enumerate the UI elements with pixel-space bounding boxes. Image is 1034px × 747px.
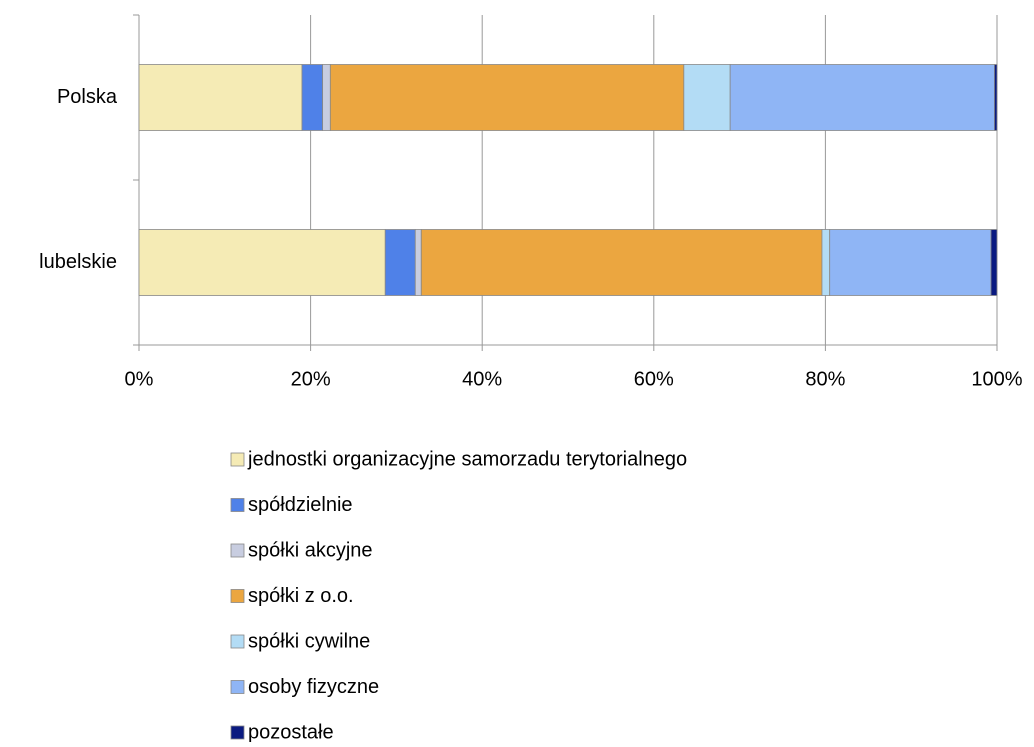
legend-label: jednostki organizacyjne samorzadu teryto… <box>247 448 687 470</box>
bar-segment <box>384 229 416 296</box>
legend-swatch <box>230 498 245 512</box>
bar-segment <box>990 229 998 296</box>
bar-segment <box>322 64 331 131</box>
bar-segment <box>994 64 998 131</box>
legend-swatch <box>230 634 245 649</box>
legend-label: pozostałe <box>248 721 334 742</box>
bar-segment <box>138 229 386 296</box>
bar-segment <box>301 64 324 131</box>
bar-segment <box>683 64 731 131</box>
x-tick-label: 40% <box>462 368 502 390</box>
bar-segment <box>414 229 422 296</box>
legend-swatch <box>230 452 245 467</box>
bar-segment <box>821 229 831 296</box>
legend-label: spółki akcyjne <box>248 539 373 561</box>
legend-swatch <box>230 725 245 740</box>
legend-swatch <box>230 680 245 694</box>
bar-segment <box>420 229 823 296</box>
x-tick-label: 0% <box>125 368 154 390</box>
y-tick-label: lubelskie <box>39 251 117 273</box>
legend-swatch <box>230 543 245 558</box>
legend-label: osoby fizyczne <box>248 676 379 698</box>
x-tick-label: 20% <box>291 368 331 390</box>
y-tick-label: Polska <box>57 86 118 108</box>
legend-label: spółki cywilne <box>248 630 370 652</box>
legend-swatch <box>230 589 245 603</box>
x-tick-label: 80% <box>805 368 845 390</box>
bar-segment <box>138 64 303 131</box>
legend-label: spółki z o.o. <box>248 585 354 607</box>
bar-segment <box>329 64 685 131</box>
x-tick-label: 100% <box>971 368 1022 390</box>
x-tick-label: 60% <box>634 368 674 390</box>
bar-segment <box>729 64 995 131</box>
bar-segment <box>829 229 992 296</box>
legend-label: spółdzielnie <box>248 494 353 516</box>
